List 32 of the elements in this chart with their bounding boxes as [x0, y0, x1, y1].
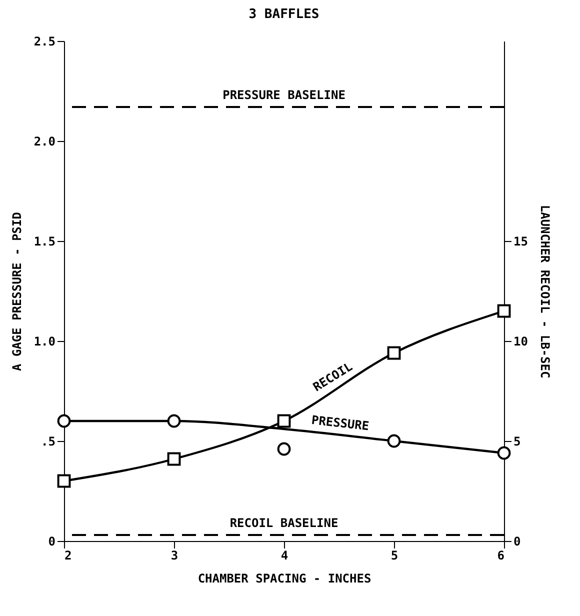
chart-title: 3 BAFFLES — [248, 7, 320, 22]
y2-axis-title: LAUNCHER RECOIL - LB-SEC — [538, 204, 552, 378]
y2-tick-label: 5 — [514, 434, 521, 448]
y2-tick-label: 15 — [514, 234, 528, 248]
ref-line-label: RECOIL BASELINE — [230, 516, 338, 530]
point — [277, 414, 291, 428]
point — [167, 452, 181, 466]
point — [497, 446, 511, 460]
text: PRESSURE — [310, 412, 370, 434]
y-tick-label: 2.5 — [34, 34, 56, 48]
ref-line-label: PRESSURE BASELINE — [222, 88, 346, 102]
x-tick-label: 6 — [497, 548, 504, 562]
y2-tick-label: 10 — [514, 334, 528, 348]
point — [57, 414, 71, 428]
x-tick-label: 2 — [64, 548, 72, 562]
x-tick-label: 4 — [280, 548, 288, 562]
point — [387, 346, 401, 360]
point — [57, 474, 71, 488]
y-tick-label: 0 — [48, 534, 56, 548]
y-axis-title: A GAGE PRESSURE - PSID — [10, 212, 24, 371]
y-tick-label: 2.0 — [34, 134, 56, 148]
point — [277, 442, 291, 456]
x-axis-title: CHAMBER SPACING - INCHES — [198, 572, 372, 586]
y-tick-label: 1.5 — [34, 234, 56, 248]
y-tick-label: 1.0 — [34, 334, 56, 348]
y-tick-label: .5 — [41, 434, 56, 448]
point — [387, 434, 401, 448]
point — [497, 304, 511, 318]
x-tick-label: 5 — [390, 548, 398, 562]
x-tick-label: 3 — [170, 548, 178, 562]
y2-tick-label: 0 — [514, 534, 521, 548]
point — [167, 414, 181, 428]
